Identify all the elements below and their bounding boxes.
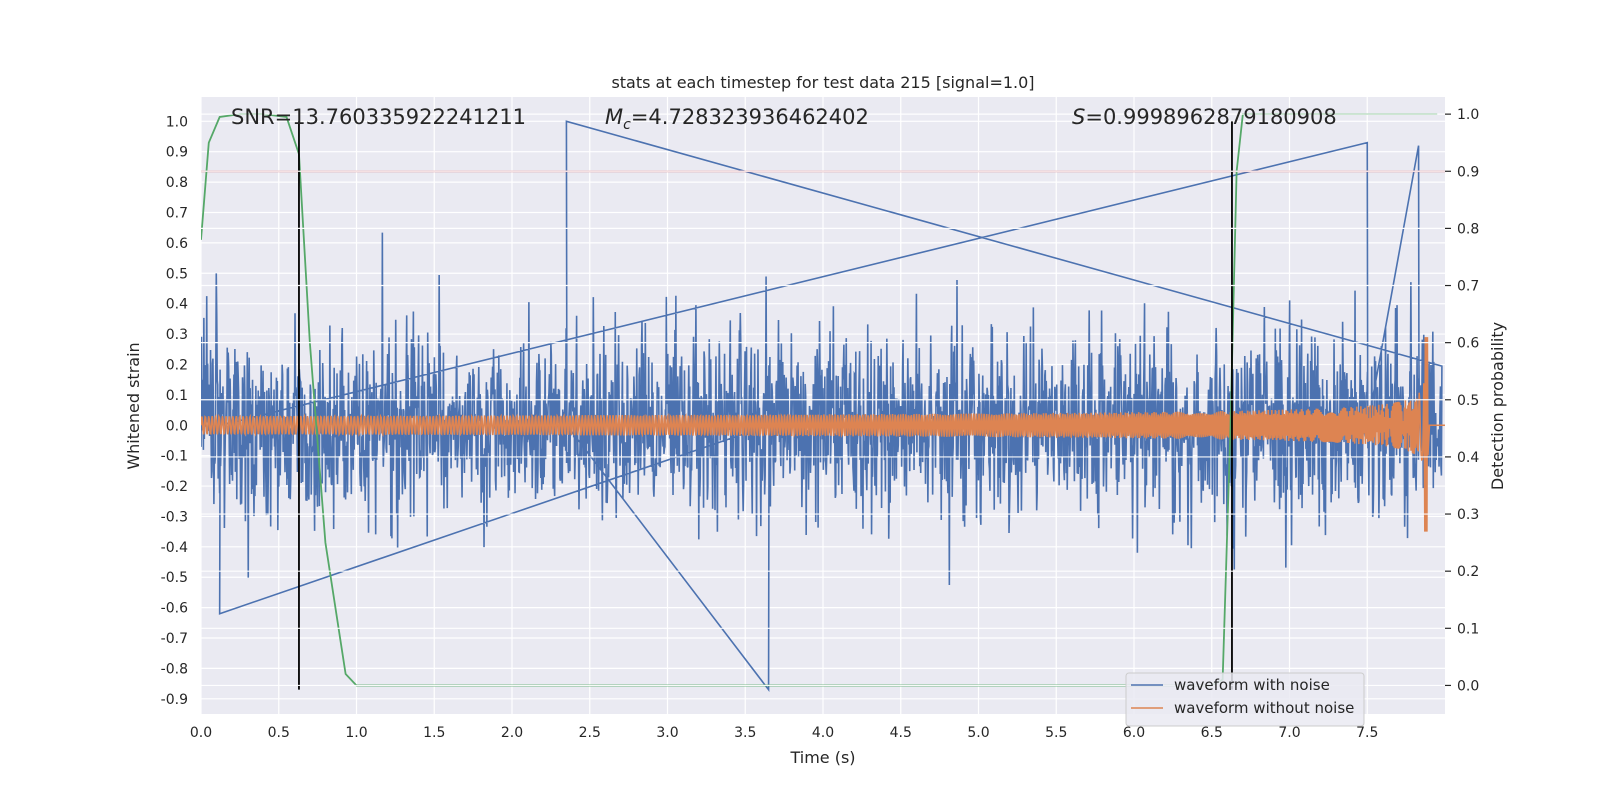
x-tick-label: 1.5 <box>423 725 445 741</box>
x-tick-label: 4.5 <box>890 725 912 741</box>
y-tick-label: 0.5 <box>166 266 188 282</box>
legend-entry-clean: waveform without noise <box>1174 699 1354 717</box>
y-axis-right-label: Detection probability <box>1488 322 1507 490</box>
y-right-tick-label: 0.8 <box>1457 221 1479 237</box>
y-tick-label: 0.9 <box>166 145 188 161</box>
y-tick-label: 0.4 <box>166 297 188 313</box>
y-tick-label: 0.7 <box>166 205 188 221</box>
axes: 0.0 0.5 1.0 1.5 2.0 2.5 3.0 3.5 4.0 4.5 5.0 5.5 6.0 6… <box>161 107 1480 741</box>
y-tick-label: -0.9 <box>161 692 188 708</box>
y-right-tick-label: 0.2 <box>1457 564 1479 580</box>
y-tick-label: -0.6 <box>161 601 188 617</box>
legend-entry-noise: waveform with noise <box>1174 676 1330 694</box>
chirp-mass-annotation: Mc=4.728323936462402 <box>605 105 869 133</box>
y-tick-label: 0.8 <box>166 175 188 191</box>
series-waveform-without-noise <box>201 337 1445 532</box>
y-tick-label: -0.2 <box>161 479 188 495</box>
x-tick-label: 3.5 <box>734 725 756 741</box>
y-tick-label: -0.7 <box>161 631 188 647</box>
x-tick-label: 5.0 <box>967 725 989 741</box>
y-tick-label: -0.3 <box>161 509 188 525</box>
y-tick-label: 0.6 <box>166 236 188 252</box>
chart-title: stats at each timestep for test data 215… <box>611 73 1034 92</box>
x-tick-label: 0.0 <box>190 725 212 741</box>
x-axis-label: Time (s) <box>789 748 855 767</box>
y-tick-label: -0.5 <box>161 570 188 586</box>
y-right-tick-label: 0.1 <box>1457 621 1479 637</box>
y-right-tick-label: 1.0 <box>1457 107 1479 123</box>
y-axis-label: Whitened strain <box>124 342 143 469</box>
y-right-tick-label: 0.4 <box>1457 450 1479 466</box>
legend-box <box>1125 672 1365 727</box>
x-tick-label: 1.0 <box>345 725 367 741</box>
y-tick-label: 0.1 <box>166 388 188 404</box>
y-right-tick-label: 0.3 <box>1457 507 1479 523</box>
score-annotation: S=0.9998962879180908 <box>1072 105 1337 129</box>
y-tick-label: -0.4 <box>161 540 188 556</box>
y-tick-label: 0.3 <box>166 327 188 343</box>
y-tick-label: 0.0 <box>166 418 188 434</box>
y-right-tick-label: 0.0 <box>1457 678 1479 694</box>
x-tick-label: 5.5 <box>1045 725 1067 741</box>
x-tick-label: 6.5 <box>1201 725 1223 741</box>
y-tick-label: 1.0 <box>166 114 188 130</box>
x-tick-label: 2.5 <box>579 725 601 741</box>
x-tick-label: 2.0 <box>501 725 523 741</box>
x-tick-label: 4.0 <box>812 725 834 741</box>
x-tick-label: 7.5 <box>1356 725 1378 741</box>
y-right-tick-label: 0.7 <box>1457 279 1479 295</box>
y-tick-label: 0.2 <box>166 357 188 373</box>
snr-annotation: SNR=13.760335922241211 <box>231 105 526 129</box>
x-tick-label: 3.0 <box>656 725 678 741</box>
x-tick-label: 6.0 <box>1123 725 1145 741</box>
y-right-tick-label: 0.6 <box>1457 336 1479 352</box>
legend: waveform with noise waveform without noi… <box>1125 672 1365 727</box>
x-tick-label: 0.5 <box>268 725 290 741</box>
y-tick-label: -0.1 <box>161 449 188 465</box>
y-right-tick-label: 0.5 <box>1457 393 1479 409</box>
x-tick-label: 7.0 <box>1278 725 1300 741</box>
y-tick-label: -0.8 <box>161 661 188 677</box>
y-right-tick-label: 0.9 <box>1457 164 1479 180</box>
